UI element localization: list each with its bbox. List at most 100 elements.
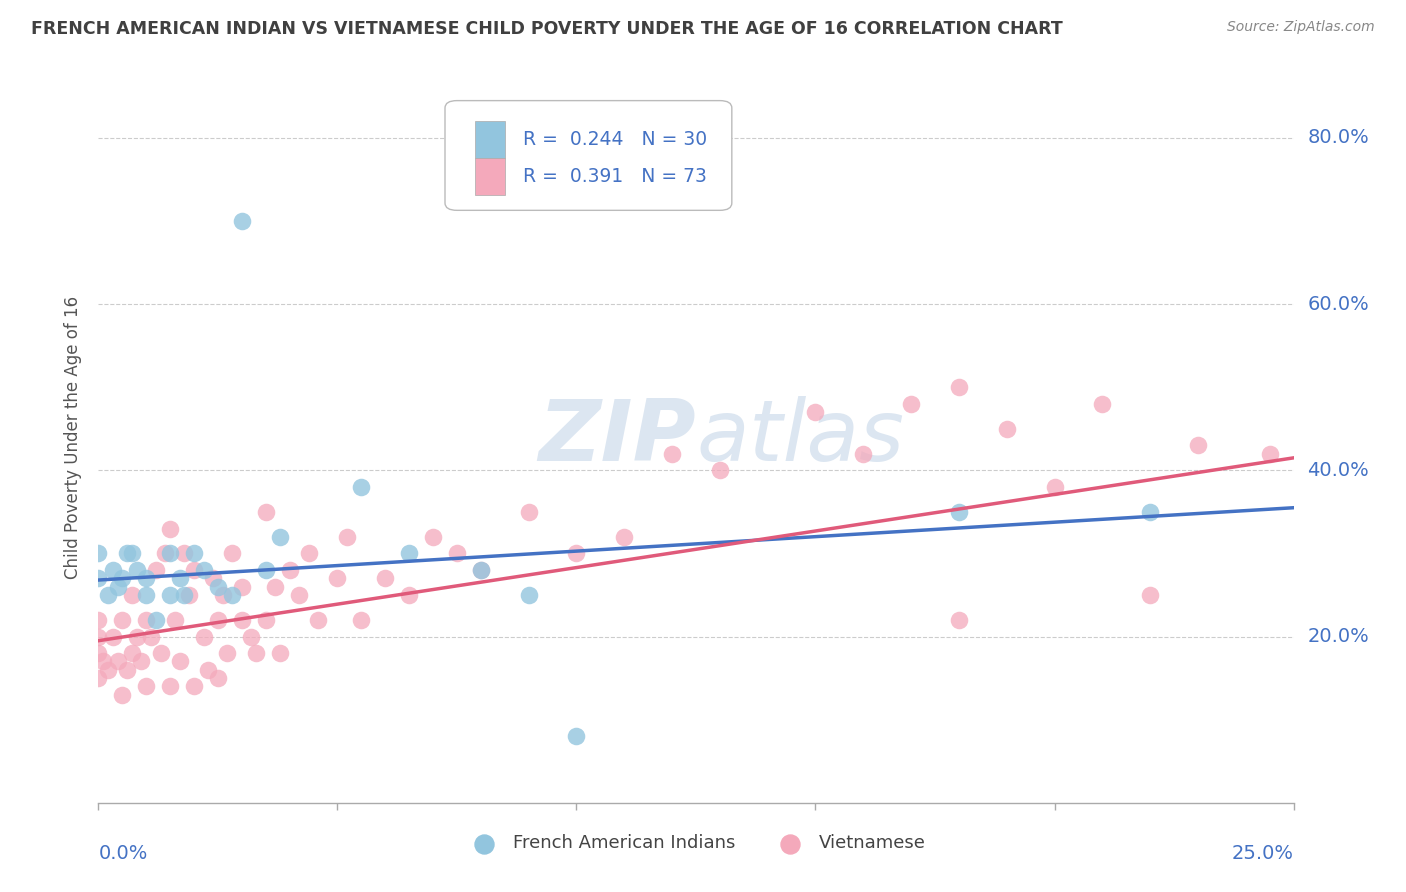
Point — [231, 214, 253, 228]
Text: atlas: atlas — [696, 395, 904, 479]
Point — [145, 613, 167, 627]
Point — [278, 563, 301, 577]
Text: R =  0.244   N = 30: R = 0.244 N = 30 — [523, 130, 707, 149]
Point — [446, 546, 468, 560]
Point — [1139, 588, 1161, 602]
Point — [159, 588, 181, 602]
Point — [852, 447, 875, 461]
Point — [183, 680, 205, 694]
Point — [101, 563, 124, 577]
Point — [245, 646, 267, 660]
Text: 25.0%: 25.0% — [1232, 845, 1294, 863]
Point — [87, 546, 110, 560]
Point — [97, 588, 120, 602]
Point — [121, 546, 143, 560]
Point — [517, 505, 540, 519]
Legend: French American Indians, Vietnamese: French American Indians, Vietnamese — [460, 827, 932, 860]
Point — [87, 630, 110, 644]
Point — [374, 571, 396, 585]
Point — [91, 655, 114, 669]
Point — [804, 405, 827, 419]
FancyBboxPatch shape — [446, 101, 733, 211]
Point — [159, 680, 181, 694]
Point — [135, 613, 157, 627]
Point — [149, 646, 172, 660]
Point — [231, 613, 253, 627]
Point — [350, 613, 373, 627]
Point — [107, 580, 129, 594]
Point — [269, 646, 291, 660]
Point — [995, 422, 1018, 436]
Point — [207, 613, 229, 627]
Text: 80.0%: 80.0% — [1308, 128, 1369, 147]
Point — [326, 571, 349, 585]
Text: ZIP: ZIP — [538, 395, 696, 479]
Point — [197, 663, 219, 677]
Point — [87, 613, 110, 627]
Point — [211, 588, 233, 602]
Point — [121, 646, 143, 660]
Point — [135, 680, 157, 694]
FancyBboxPatch shape — [475, 121, 505, 158]
Point — [193, 563, 215, 577]
Point — [155, 546, 177, 560]
Point — [207, 580, 229, 594]
Text: Source: ZipAtlas.com: Source: ZipAtlas.com — [1227, 20, 1375, 34]
Text: 40.0%: 40.0% — [1308, 461, 1369, 480]
Point — [139, 630, 162, 644]
Point — [254, 505, 277, 519]
Point — [709, 463, 731, 477]
Point — [87, 646, 110, 660]
Text: R =  0.391   N = 73: R = 0.391 N = 73 — [523, 167, 707, 186]
Point — [398, 588, 420, 602]
Point — [565, 546, 588, 560]
Point — [613, 530, 636, 544]
FancyBboxPatch shape — [475, 158, 505, 194]
Point — [101, 630, 124, 644]
Point — [173, 546, 195, 560]
Point — [948, 613, 970, 627]
Point — [173, 588, 195, 602]
Point — [661, 447, 683, 461]
Text: 60.0%: 60.0% — [1308, 294, 1369, 314]
Point — [169, 571, 191, 585]
Point — [87, 671, 110, 685]
Point — [135, 588, 157, 602]
Point — [107, 655, 129, 669]
Point — [169, 655, 191, 669]
Point — [254, 563, 277, 577]
Point — [97, 663, 120, 677]
Text: 0.0%: 0.0% — [98, 845, 148, 863]
Point — [159, 546, 181, 560]
Point — [948, 505, 970, 519]
Point — [900, 397, 922, 411]
Point — [163, 613, 186, 627]
Point — [1091, 397, 1114, 411]
Point — [111, 688, 134, 702]
Point — [193, 630, 215, 644]
Point — [111, 571, 134, 585]
Point — [207, 671, 229, 685]
Point — [298, 546, 321, 560]
Point — [231, 580, 253, 594]
Text: 20.0%: 20.0% — [1308, 627, 1369, 646]
Point — [307, 613, 329, 627]
Point — [145, 563, 167, 577]
Point — [111, 613, 134, 627]
Point — [125, 563, 148, 577]
Point — [254, 613, 277, 627]
Point — [336, 530, 359, 544]
Point — [1043, 480, 1066, 494]
Point — [183, 546, 205, 560]
Point — [221, 588, 243, 602]
Point — [183, 563, 205, 577]
Point — [269, 530, 291, 544]
Point — [1258, 447, 1281, 461]
Point — [179, 588, 201, 602]
Point — [115, 546, 138, 560]
Y-axis label: Child Poverty Under the Age of 16: Child Poverty Under the Age of 16 — [63, 295, 82, 579]
Point — [121, 588, 143, 602]
Point — [159, 521, 181, 535]
Point — [398, 546, 420, 560]
Point — [350, 480, 373, 494]
